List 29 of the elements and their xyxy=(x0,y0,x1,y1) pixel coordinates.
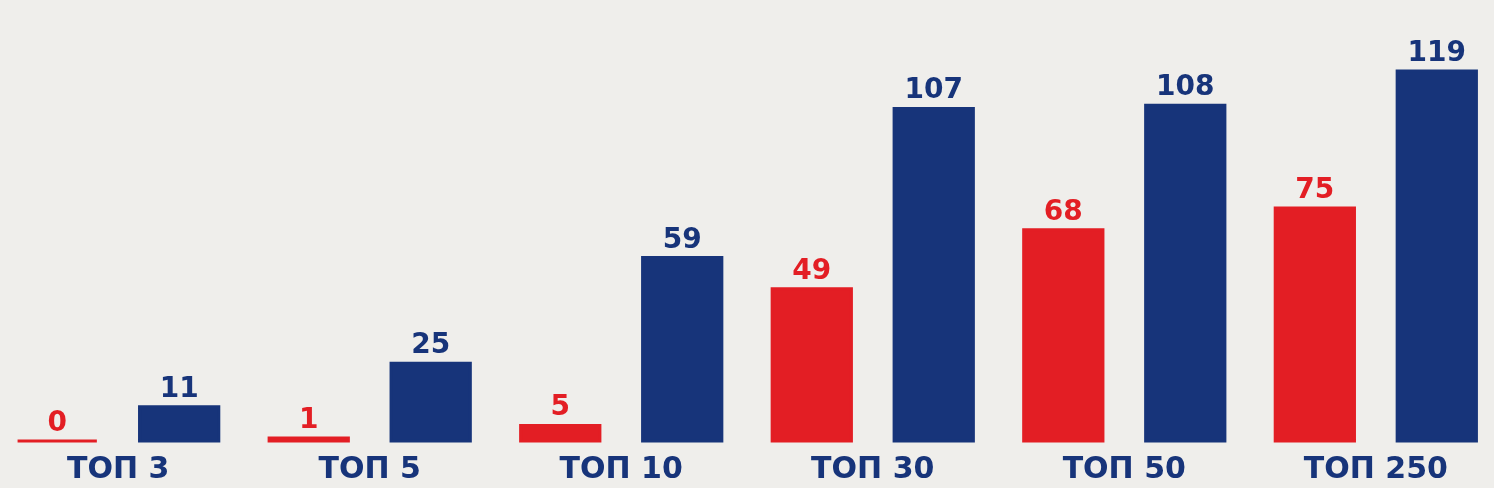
bar xyxy=(1144,103,1227,443)
bar xyxy=(267,436,350,443)
bar xyxy=(389,361,472,443)
bar xyxy=(770,287,853,443)
x-tick-label: ТОП 50 xyxy=(1062,449,1186,485)
data-label: 107 xyxy=(904,72,963,106)
data-label: 59 xyxy=(662,221,702,255)
bar xyxy=(892,106,975,443)
x-tick-label: ТОП 3 xyxy=(66,449,170,485)
data-label: 75 xyxy=(1295,171,1335,205)
x-tick-label: ТОП 30 xyxy=(811,449,935,485)
bar xyxy=(641,256,724,443)
bar xyxy=(1273,206,1356,443)
x-tick-label: ТОП 250 xyxy=(1303,449,1448,485)
x-tick-label: ТОП 10 xyxy=(559,449,683,485)
data-label: 11 xyxy=(159,370,199,404)
data-label: 25 xyxy=(411,327,451,361)
data-label: 68 xyxy=(1043,193,1083,227)
data-label: 119 xyxy=(1407,35,1467,69)
x-tick-label: ТОП 5 xyxy=(318,449,421,485)
data-label: 1 xyxy=(298,401,319,435)
data-label: 49 xyxy=(792,252,832,286)
data-label: 5 xyxy=(550,389,570,423)
bar xyxy=(1022,228,1105,443)
data-label: 108 xyxy=(1156,69,1215,103)
data-label: 0 xyxy=(47,405,67,438)
bar xyxy=(519,423,602,443)
bar xyxy=(1395,69,1478,443)
bar xyxy=(138,405,221,443)
